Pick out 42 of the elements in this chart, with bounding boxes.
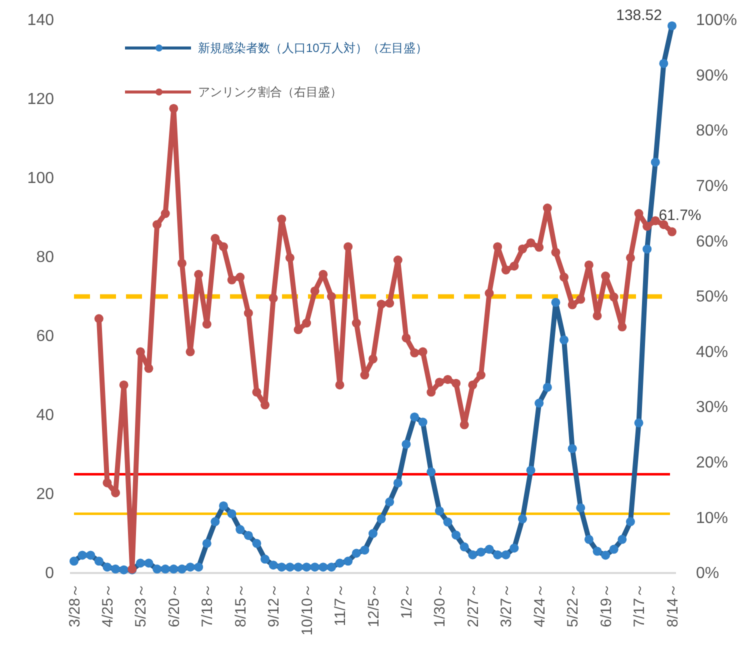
y-tick-label: 0 xyxy=(45,565,54,582)
x-tick-label: 6/20～ xyxy=(166,583,183,628)
y2-tick-label: 60% xyxy=(696,233,728,250)
x-tick-label: 5/23～ xyxy=(132,583,150,628)
x-tick-label: 7/17～ xyxy=(631,583,648,628)
x-tick-label: 2/27～ xyxy=(464,583,482,628)
x-tick-label: 3/27～ xyxy=(498,583,516,628)
y2-tick-label: 10% xyxy=(696,510,728,527)
x-tick-label: 4/25～ xyxy=(99,583,116,628)
y2-tick-label: 30% xyxy=(696,399,728,416)
y2-tick-label: 20% xyxy=(696,454,728,472)
text: 新規感染者数（人口10万人対）（左目盛） xyxy=(198,41,428,56)
x-tick-label: 7/18～ xyxy=(199,583,216,628)
y2-tick-label: 80% xyxy=(696,122,728,140)
x-tick-label: 9/12～ xyxy=(266,583,283,628)
y2-tick-label: 0% xyxy=(696,565,720,582)
data-label: 138.52 xyxy=(616,6,662,24)
y-tick-label: 20 xyxy=(36,486,54,504)
x-tick-label: 6/19～ xyxy=(598,583,615,628)
y-tick-label: 140 xyxy=(27,12,54,30)
data-label: 61.7% xyxy=(658,206,702,224)
x-tick-label: 1/30～ xyxy=(432,583,449,628)
x-tick-label: 1/2～ xyxy=(398,583,416,619)
y2-tick-label: 90% xyxy=(696,67,728,84)
x-tick-label: 3/28～ xyxy=(66,583,84,628)
x-tick-label: 4/24～ xyxy=(531,583,548,628)
y-tick-label: 100 xyxy=(27,170,54,188)
y-tick-label: 80 xyxy=(36,249,54,266)
x-tick-label: 5/22～ xyxy=(564,583,582,628)
y2-tick-label: 40% xyxy=(696,344,728,361)
y-tick-label: 40 xyxy=(36,407,54,424)
y2-tick-label: 50% xyxy=(696,288,728,306)
y2-tick-label: 70% xyxy=(696,178,728,196)
x-tick-label: 10/10～ xyxy=(298,583,316,636)
y2-tick-label: 100% xyxy=(696,12,737,30)
x-tick-label: 11/7～ xyxy=(332,583,350,626)
y-tick-label: 120 xyxy=(27,91,54,108)
y-tick-label: 60 xyxy=(36,328,54,346)
x-tick-label: 12/5～ xyxy=(365,583,382,628)
x-tick-label: 8/14～ xyxy=(664,583,682,628)
series-label: アンリンク割合（右目盛） xyxy=(198,85,342,100)
x-tick-label: 8/15～ xyxy=(232,583,250,628)
